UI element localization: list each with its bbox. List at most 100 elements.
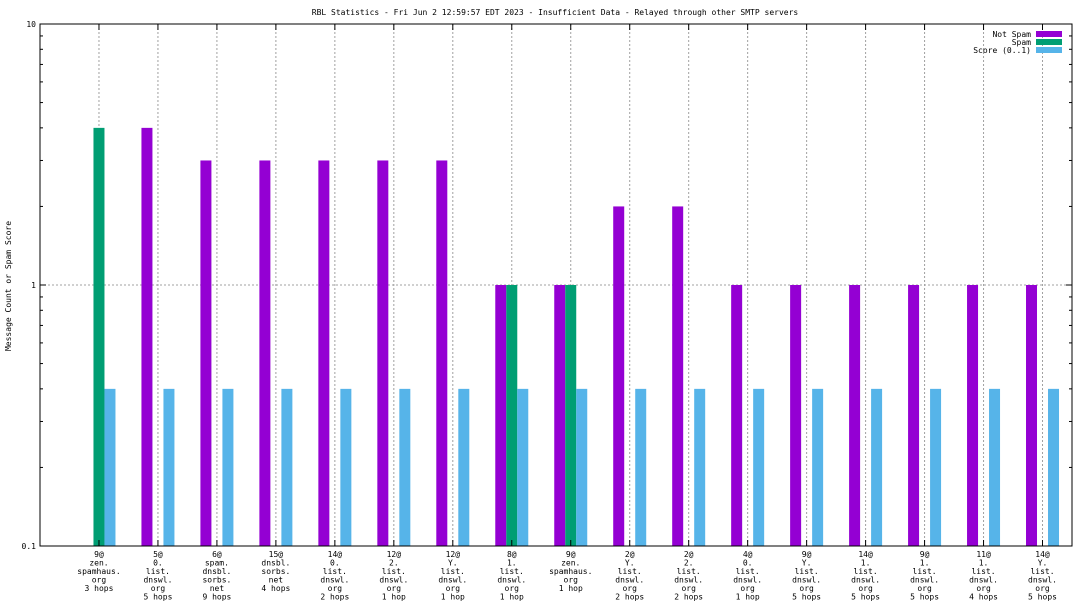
x-tick-label: 4@ 0. list. dnswl. org 1 hop bbox=[733, 550, 762, 602]
bar-score-0-1 bbox=[458, 388, 470, 546]
x-tick-label-line: list. bbox=[971, 567, 995, 576]
x-tick-label: 2@ Y. list. dnswl. org 2 hops bbox=[615, 550, 644, 602]
legend-label: Score (0..1) bbox=[973, 46, 1031, 55]
x-tick-label: 12@ 2. list. dnswl. org 1 hop bbox=[379, 550, 408, 602]
x-tick-label-line: 5 hops bbox=[910, 593, 939, 602]
x-tick-label-line: org bbox=[92, 576, 107, 585]
x-tick-label-line: org bbox=[505, 584, 520, 593]
x-tick-label-line: 9@ bbox=[802, 550, 812, 559]
x-tick-label-line: dnswl. bbox=[320, 576, 349, 585]
bar-not-spam bbox=[967, 285, 979, 546]
x-tick-label-line: 1 hop bbox=[559, 584, 583, 593]
x-tick-label-line: 4@ bbox=[743, 550, 753, 559]
bar-spam bbox=[93, 127, 105, 547]
x-tick-label-line: 1. bbox=[979, 559, 989, 568]
x-tick-label-line: org bbox=[681, 584, 696, 593]
x-tick-label: 14@ 0. list. dnswl. org 2 hops bbox=[320, 550, 349, 602]
bar-score-0-1 bbox=[163, 388, 175, 546]
x-tick-label: 5@ 0. list. dnswl. org 5 hops bbox=[143, 550, 172, 602]
x-tick-label-line: 1 hop bbox=[441, 593, 465, 602]
x-tick-label-line: 14@ bbox=[328, 550, 343, 559]
x-tick-label-line: sorbs. bbox=[202, 576, 231, 585]
bar-score-0-1 bbox=[1048, 388, 1060, 546]
bar-not-spam bbox=[790, 285, 802, 546]
bar-score-0-1 bbox=[635, 388, 647, 546]
x-tick-label-line: dnswl. bbox=[143, 576, 172, 585]
legend-swatch bbox=[1036, 39, 1062, 45]
x-tick-label-line: org bbox=[564, 576, 579, 585]
x-tick-label-line: dnswl. bbox=[1028, 576, 1057, 585]
legend-label: Spam bbox=[1012, 38, 1031, 47]
bar-score-0-1 bbox=[812, 388, 824, 546]
x-tick-label-line: 14@ bbox=[1035, 550, 1050, 559]
bar-not-spam bbox=[908, 285, 920, 546]
bar-not-spam bbox=[318, 160, 330, 546]
bar-not-spam bbox=[495, 285, 507, 546]
x-tick-label-line: 11@ bbox=[976, 550, 991, 559]
bar-not-spam bbox=[731, 285, 743, 546]
bar-score-0-1 bbox=[989, 388, 1001, 546]
y-axis-label: Message Count or Spam Score bbox=[4, 221, 13, 351]
x-tick-label-line: org bbox=[976, 584, 991, 593]
x-tick-label-line: 9@ bbox=[920, 550, 930, 559]
x-tick-label-line: 5@ bbox=[153, 550, 163, 559]
x-tick-label-line: 1 hop bbox=[736, 593, 760, 602]
x-tick-label-line: 12@ bbox=[387, 550, 402, 559]
x-tick-label-line: org bbox=[740, 584, 755, 593]
x-tick-label-line: 5 hops bbox=[1028, 593, 1057, 602]
x-tick-label-line: org bbox=[622, 584, 637, 593]
x-tick-label-line: 9@ bbox=[566, 550, 576, 559]
bar-score-0-1 bbox=[399, 388, 411, 546]
x-tick-label-line: dnswl. bbox=[674, 576, 703, 585]
bar-not-spam bbox=[377, 160, 389, 546]
x-tick-label: 9@ zen. spamhaus. org 1 hop bbox=[549, 550, 592, 593]
bar-spam bbox=[565, 285, 577, 546]
x-tick-label-line: 5 hops bbox=[792, 593, 821, 602]
x-tick-label: 14@ 1. list. dnswl. org 5 hops bbox=[851, 550, 880, 602]
bar-score-0-1 bbox=[694, 388, 706, 546]
x-tick-label-line: 2 hops bbox=[674, 593, 703, 602]
legend-label: Not Spam bbox=[992, 30, 1031, 39]
x-tick-label-line: 2. bbox=[389, 559, 399, 568]
x-tick-label: 2@ 2. list. dnswl. org 2 hops bbox=[674, 550, 703, 602]
x-tick-label-line: dnswl. bbox=[438, 576, 467, 585]
x-tick-label-line: org bbox=[387, 584, 402, 593]
x-tick-label: 11@ 1. list. dnswl. org 4 hops bbox=[969, 550, 998, 602]
bar-not-spam bbox=[849, 285, 861, 546]
x-tick-label: 14@ Y. list. dnswl. org 5 hops bbox=[1028, 550, 1057, 602]
bar-score-0-1 bbox=[340, 388, 352, 546]
x-tick-label-line: 4 hops bbox=[261, 584, 290, 593]
x-tick-label-line: list. bbox=[795, 567, 819, 576]
bar-not-spam bbox=[259, 160, 271, 546]
bar-not-spam bbox=[613, 206, 625, 547]
x-tick-label-line: org bbox=[446, 584, 461, 593]
x-tick-label-line: spam. bbox=[205, 559, 229, 568]
bars bbox=[93, 127, 1060, 547]
x-tick-label-line: dnswl. bbox=[733, 576, 762, 585]
x-tick-label-line: list. bbox=[323, 567, 347, 576]
x-tick-label-line: 9 hops bbox=[202, 593, 231, 602]
x-tick-label-line: 2 hops bbox=[320, 593, 349, 602]
x-tick-label-line: 0. bbox=[330, 559, 340, 568]
x-tick-label-line: 1. bbox=[920, 559, 930, 568]
bar-not-spam bbox=[436, 160, 448, 546]
y-axis-ticks: 0.1 1 10 bbox=[22, 20, 1072, 551]
x-tick-label-line: dnswl. bbox=[851, 576, 880, 585]
bar-not-spam bbox=[1026, 285, 1038, 546]
x-tick-label: 9@ zen. spamhaus. org 3 hops bbox=[77, 550, 120, 593]
bar-score-0-1 bbox=[104, 388, 116, 546]
x-tick-label-line: dnswl. bbox=[969, 576, 998, 585]
chart-title: RBL Statistics - Fri Jun 2 12:59:57 EDT … bbox=[312, 8, 799, 17]
x-tick-label-line: 8@ bbox=[507, 550, 517, 559]
x-tick-label-line: 5 hops bbox=[143, 593, 172, 602]
x-tick-label: 9@ 1. list. dnswl. org 5 hops bbox=[910, 550, 939, 602]
bar-not-spam bbox=[672, 206, 684, 547]
x-tick-label-line: zen. bbox=[561, 559, 580, 568]
x-tick-label: 12@ Y. list. dnswl. org 1 hop bbox=[438, 550, 467, 602]
x-tick-label-line: 15@ bbox=[269, 550, 284, 559]
bar-score-0-1 bbox=[753, 388, 765, 546]
x-tick-label-line: org bbox=[858, 584, 873, 593]
